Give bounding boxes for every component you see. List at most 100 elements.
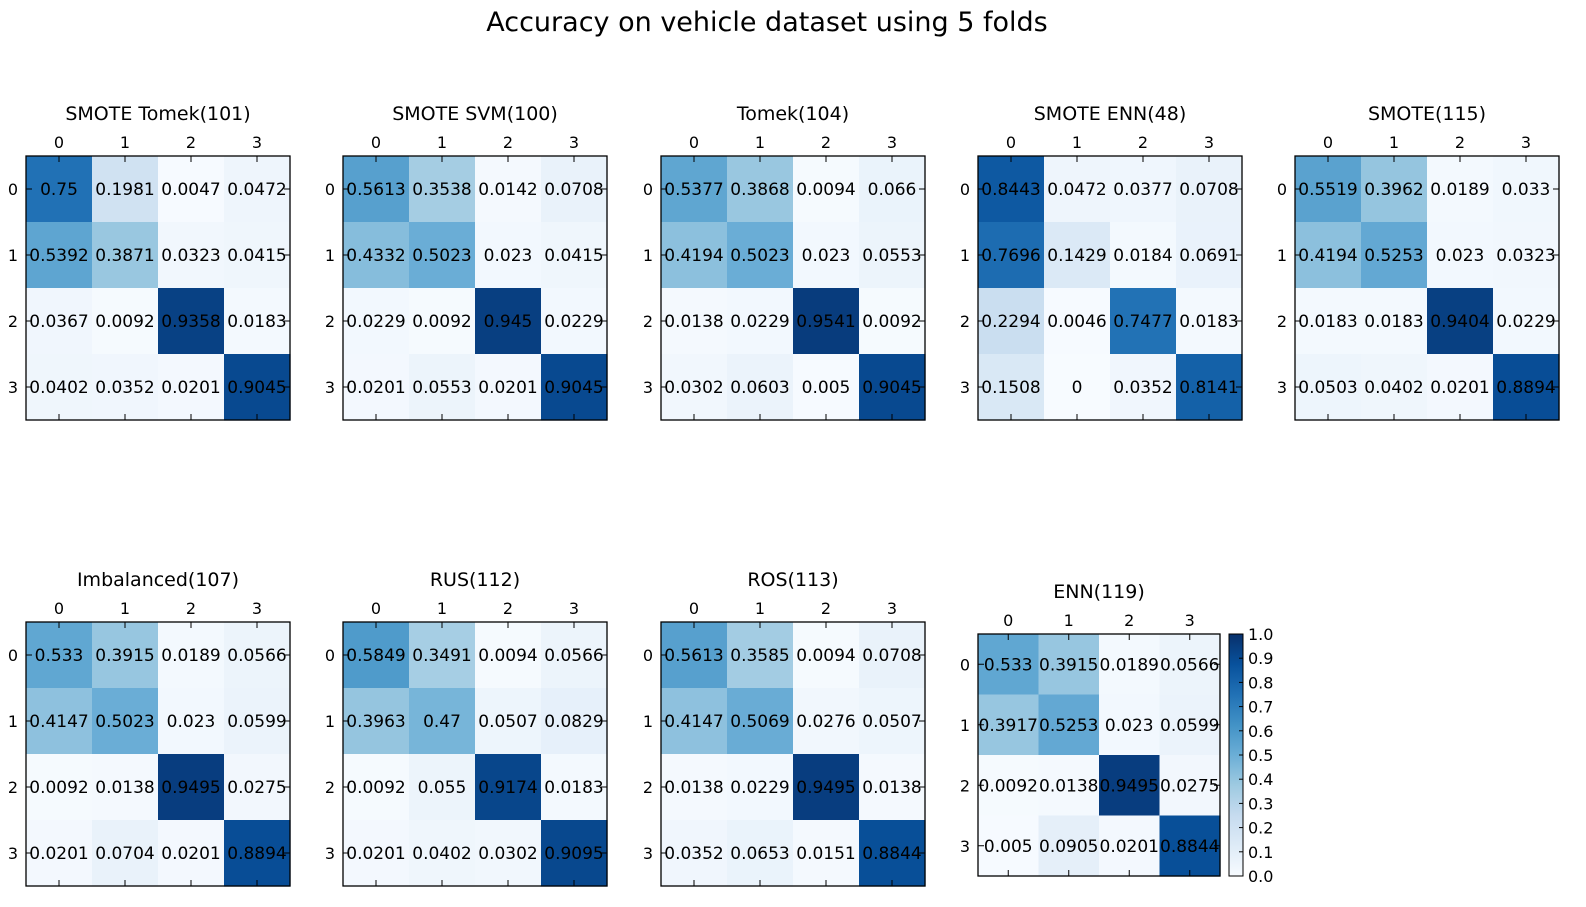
- cell-value-label: 0.0603: [730, 378, 789, 398]
- heatmap-cell: [1361, 156, 1428, 223]
- heatmap-cell: [409, 754, 476, 821]
- heatmap-panel: Imbalanced(107) 0.533 0.3915 0.0189 0.0566 0.…: [8, 569, 291, 887]
- cell-value-label: 0.1981: [95, 180, 154, 200]
- heatmap-cell: [475, 222, 542, 289]
- heatmap-cell: [26, 288, 93, 355]
- heatmap-cell: [475, 754, 542, 821]
- x-tick-label: 0: [54, 599, 64, 618]
- cell-value-label: 0.9541: [796, 312, 855, 332]
- cell-value-label: 0.0704: [95, 844, 154, 864]
- cell-value-label: 0.9174: [478, 778, 537, 798]
- heatmap-cell: [343, 288, 410, 355]
- cell-value-label: 0.0183: [544, 778, 603, 798]
- cell-value-label: 0.0653: [730, 844, 789, 864]
- cell-value-label: 0.0708: [544, 180, 603, 200]
- panel-frame: [977, 633, 1221, 877]
- heatmap-cell: [224, 622, 291, 689]
- heatmap-cell: [978, 755, 1040, 817]
- heatmap-cell: [343, 754, 410, 821]
- heatmap-cell: [224, 288, 291, 355]
- cell-value-label: 0.0142: [478, 180, 537, 200]
- heatmap-cell: [1493, 354, 1560, 421]
- cell-value-label: 0.0229: [544, 312, 603, 332]
- y-tick-label: 3: [1277, 378, 1287, 397]
- cell-value-label: 0.2294: [981, 312, 1040, 332]
- heatmap-cell: [1038, 815, 1100, 877]
- heatmap-cell: [409, 288, 476, 355]
- cell-value-label: 0.8844: [1160, 837, 1219, 857]
- panel-title: SMOTE Tomek(101): [65, 103, 250, 125]
- panel-title: ENN(119): [1053, 581, 1145, 603]
- heatmap-cell: [661, 288, 728, 355]
- heatmap-cell: [541, 688, 608, 755]
- heatmap-cell: [978, 222, 1045, 289]
- panel-frame: [1294, 155, 1560, 421]
- cell-value-label: 0.023: [484, 246, 533, 266]
- heatmap-cell: [978, 156, 1045, 223]
- cell-value-label: 0.0302: [664, 378, 723, 398]
- cell-value-label: 0.023: [1436, 246, 1485, 266]
- cell-value-label: 0.0566: [227, 646, 286, 666]
- y-tick-label: 2: [8, 312, 18, 331]
- heatmap-cell: [1427, 222, 1494, 289]
- y-tick-label: 0: [325, 180, 335, 199]
- heatmap-cell: [158, 288, 225, 355]
- cell-value-label: 0.0201: [161, 378, 220, 398]
- cell-value-label: 0.0047: [161, 180, 220, 200]
- x-tick-label: 0: [1006, 133, 1016, 152]
- y-tick-label: 1: [325, 246, 335, 265]
- heatmap-cell: [26, 354, 93, 421]
- cell-value-label: 0.3915: [95, 646, 154, 666]
- cell-value-label: 0.75: [40, 180, 78, 200]
- x-tick-label: 0: [1003, 611, 1013, 630]
- heatmap-cell: [1044, 288, 1111, 355]
- heatmap-panel: ROS(113) 0.5613 0.3585 0.0094 0.0708 0.4147 0.…: [643, 569, 926, 887]
- heatmap-cell: [158, 622, 225, 689]
- cell-value-label: 0.47: [423, 712, 461, 732]
- y-tick-label: 2: [960, 312, 970, 331]
- cell-value-label: 0.0323: [1496, 246, 1555, 266]
- heatmap-cell: [793, 156, 860, 223]
- y-tick-label: 2: [643, 778, 653, 797]
- heatmap-cell: [26, 688, 93, 755]
- cell-value-label: 0.5392: [29, 246, 88, 266]
- x-tick-label: 2: [503, 133, 513, 152]
- cell-value-label: 0.3491: [412, 646, 471, 666]
- cell-value-label: 0.1508: [981, 378, 1040, 398]
- cell-value-label: 0.0092: [979, 776, 1038, 796]
- cell-value-label: 0.0377: [1113, 180, 1172, 200]
- cell-value-label: 0.0138: [664, 778, 723, 798]
- heatmap-cell: [26, 820, 93, 887]
- cell-value-label: 0.055: [418, 778, 467, 798]
- panel-frame: [660, 621, 926, 887]
- cell-value-label: 0.9045: [862, 378, 921, 398]
- heatmap-cell: [978, 288, 1045, 355]
- cell-value-label: 0.9495: [1100, 776, 1159, 796]
- heatmap-cell: [92, 288, 159, 355]
- x-tick-label: 1: [1072, 133, 1082, 152]
- y-tick-label: 2: [325, 778, 335, 797]
- panel-frame: [977, 155, 1243, 421]
- heatmap-cell: [1295, 222, 1362, 289]
- y-tick-label: 2: [1277, 312, 1287, 331]
- cell-value-label: 0.066: [868, 180, 917, 200]
- x-tick-label: 1: [1389, 133, 1399, 152]
- cell-value-label: 0.3962: [1364, 180, 1423, 200]
- cell-value-label: 0.0229: [346, 312, 405, 332]
- heatmap-cell: [541, 288, 608, 355]
- cell-value-label: 0.5613: [664, 646, 723, 666]
- heatmap-cell: [1110, 156, 1177, 223]
- heatmap-cell: [859, 156, 926, 223]
- panel-frame: [25, 155, 291, 421]
- heatmap-cell: [409, 354, 476, 421]
- cell-value-label: 0.4332: [346, 246, 405, 266]
- x-tick-label: 3: [887, 599, 897, 618]
- cell-value-label: 0.4194: [664, 246, 723, 266]
- heatmap-cell: [475, 820, 542, 887]
- cell-value-label: 0.0566: [544, 646, 603, 666]
- cell-value-label: 0.0183: [1364, 312, 1423, 332]
- colorbar-tick-label: 0.9: [1248, 649, 1273, 668]
- heatmap-cell: [859, 820, 926, 887]
- heatmap-cell: [541, 754, 608, 821]
